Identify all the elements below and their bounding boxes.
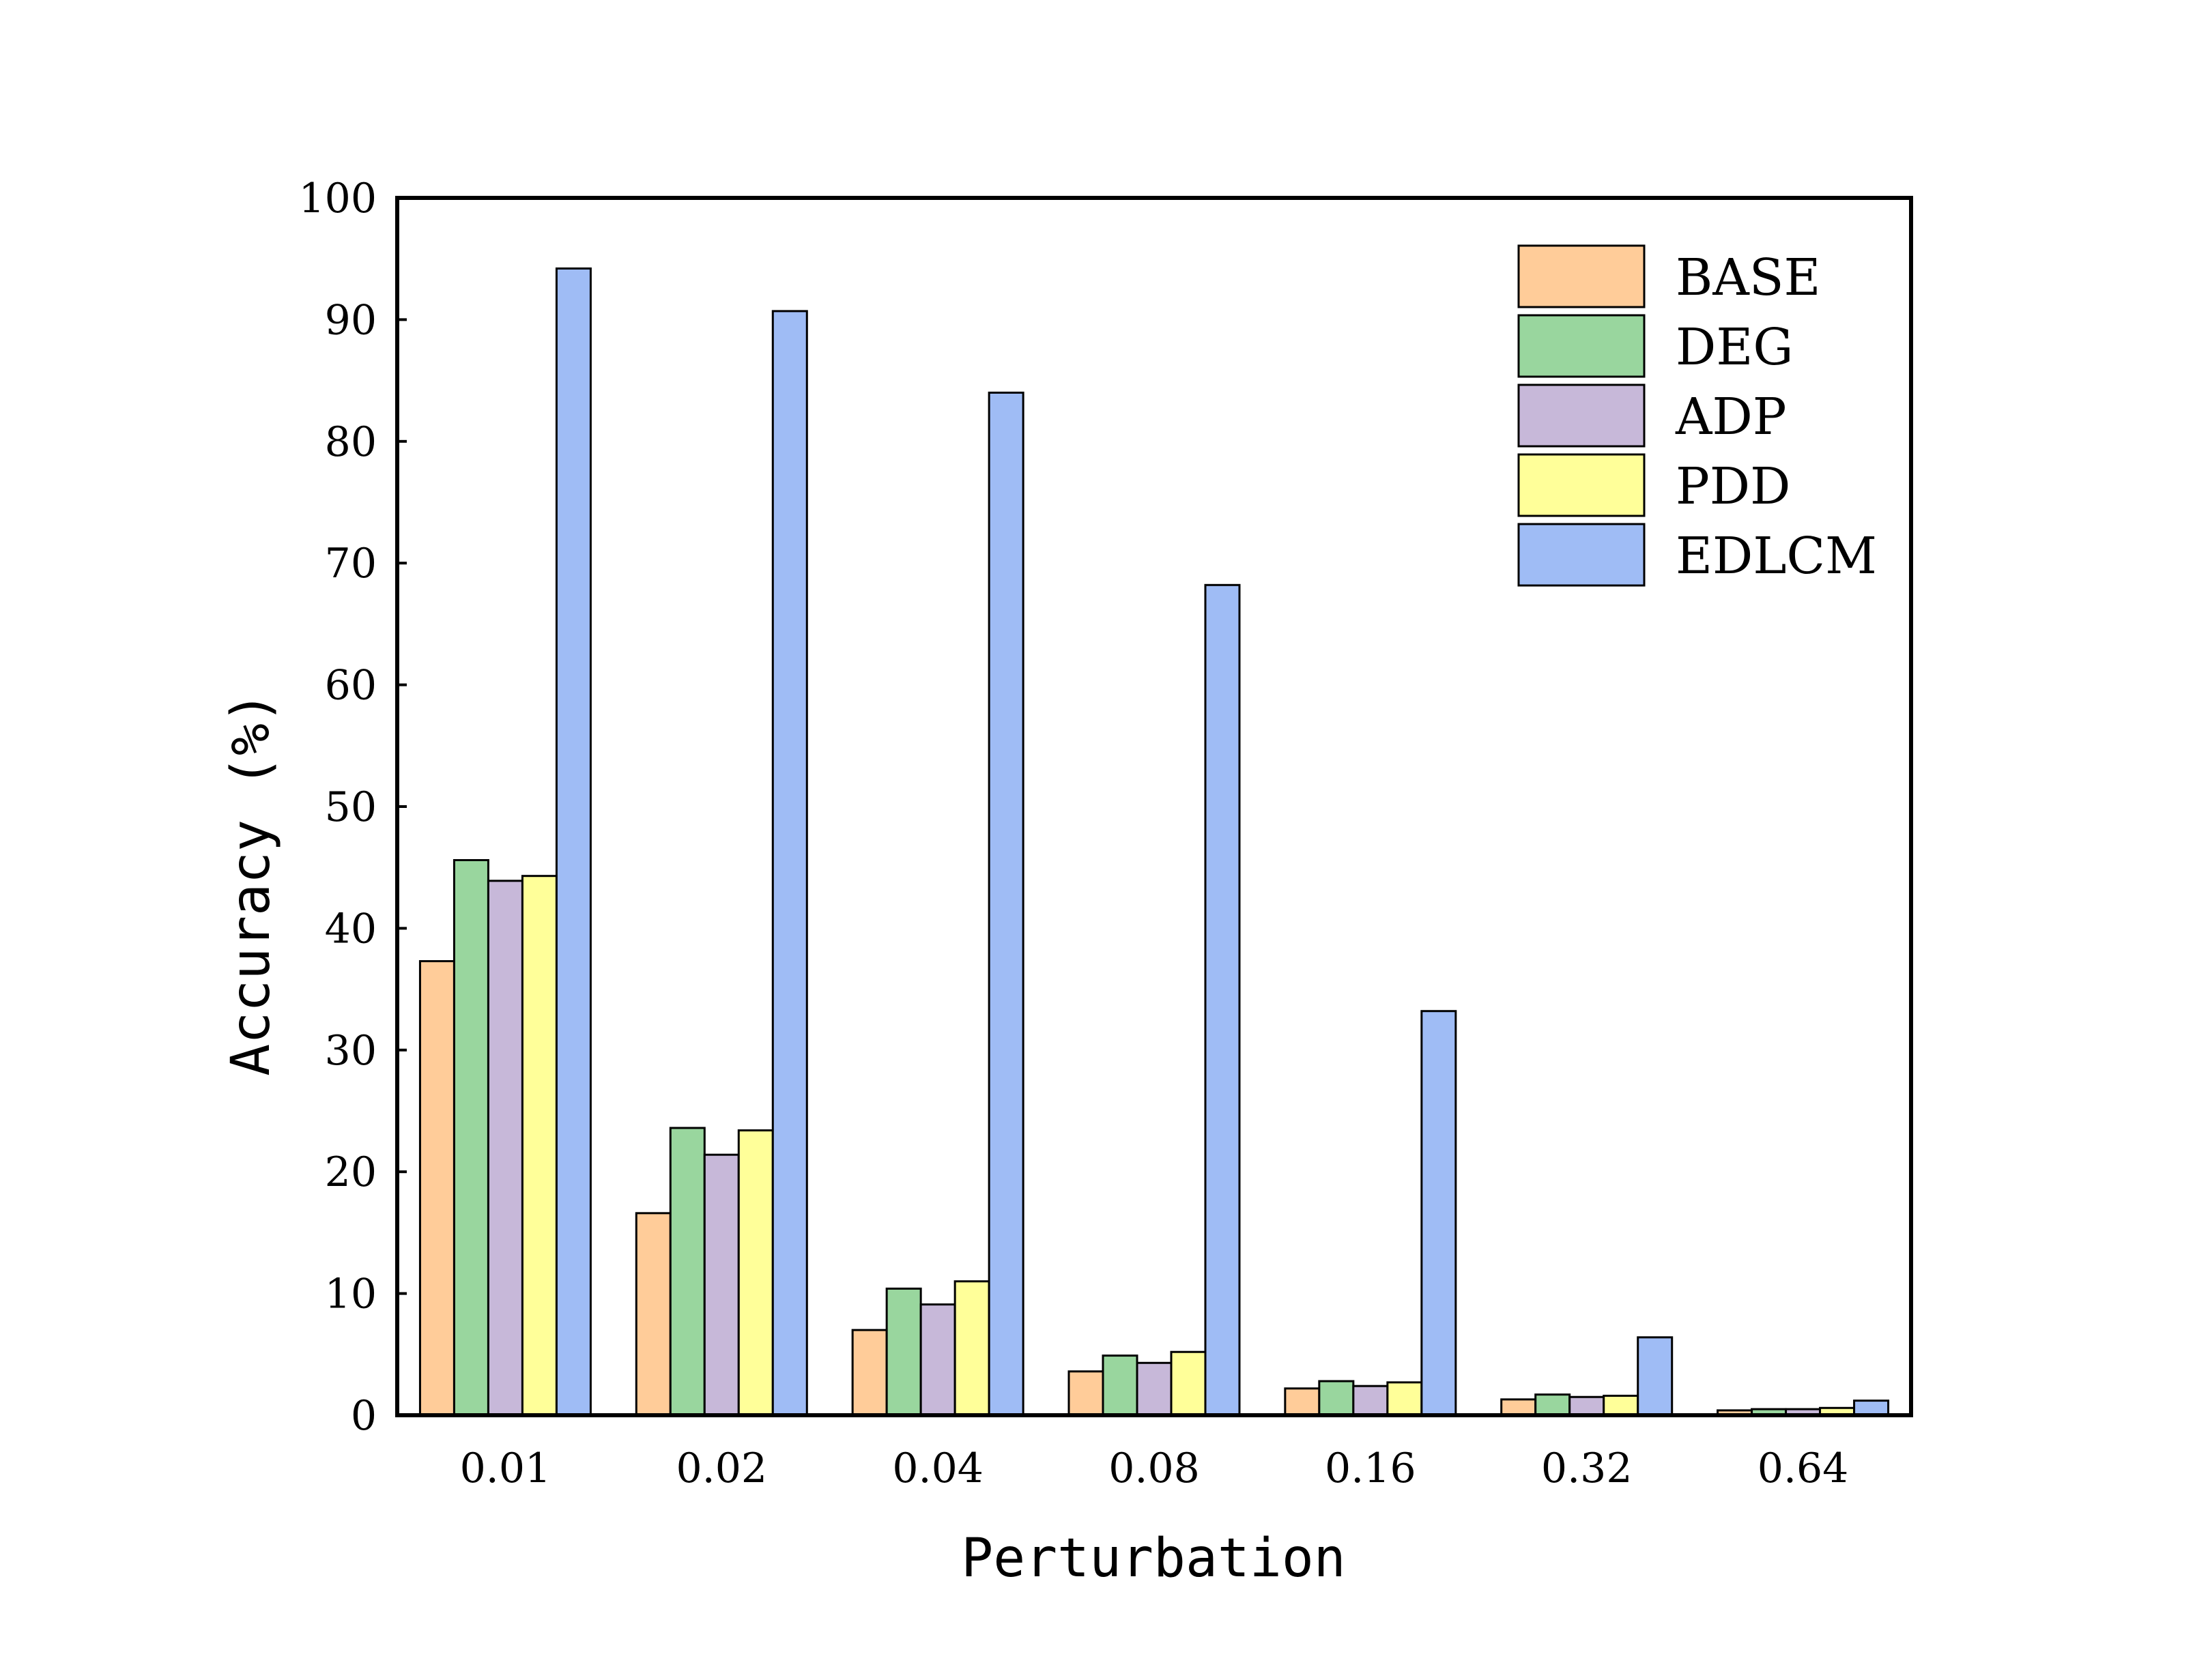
x-tick-label: 0.08	[1108, 1445, 1200, 1492]
y-tick-label: 20	[325, 1148, 377, 1196]
legend-label-pdd: PDD	[1676, 457, 1790, 516]
bar-adp-0.16	[1352, 1385, 1389, 1417]
bar-deg-0.16	[1318, 1380, 1355, 1417]
bar-adp-0.08	[1136, 1361, 1173, 1417]
y-tick-label: 50	[325, 783, 377, 831]
y-tick-label: 90	[325, 296, 377, 344]
legend-label-edlcm: EDLCM	[1676, 527, 1877, 585]
bar-deg-0.32	[1534, 1393, 1571, 1417]
bar-base-0.32	[1500, 1398, 1537, 1417]
bar-deg-0.02	[669, 1127, 706, 1417]
x-tick-label: 0.64	[1758, 1445, 1849, 1492]
bar-base-0.16	[1284, 1387, 1321, 1417]
bar-pdd-0.32	[1603, 1394, 1639, 1417]
bar-pdd-0.02	[737, 1129, 774, 1417]
bar-edlcm-0.16	[1420, 1010, 1457, 1417]
y-axis: 0 10 20 30 40 50 60 70 80 90 100	[298, 175, 407, 1440]
bar-edlcm-0.04	[988, 391, 1024, 1417]
bar-base-0.04	[851, 1329, 888, 1417]
bar-base-0.08	[1067, 1370, 1104, 1417]
bar-adp-0.01	[487, 880, 523, 1417]
bar-edlcm-0.02	[771, 310, 808, 1417]
y-tick-label: 40	[325, 905, 377, 953]
bar-edlcm-0.01	[555, 267, 592, 1417]
bar-deg-0.04	[885, 1287, 922, 1417]
bar-pdd-0.04	[953, 1280, 990, 1417]
y-axis-title: Accuracy (%)	[220, 691, 282, 1076]
bars-group	[418, 267, 1890, 1417]
bar-edlcm-0.08	[1204, 583, 1241, 1417]
y-tick-label: 10	[325, 1271, 377, 1318]
plot-frame	[395, 196, 1913, 1417]
bar-pdd-0.08	[1170, 1350, 1207, 1417]
legend-label-adp: ADP	[1675, 388, 1787, 446]
y-tick-label: 0	[351, 1392, 377, 1440]
y-tick-label: 80	[325, 418, 377, 466]
bar-adp-0.32	[1568, 1395, 1605, 1417]
x-tick-label: 0.32	[1541, 1445, 1633, 1492]
bar-edlcm-0.64	[1853, 1400, 1890, 1417]
bar-pdd-0.16	[1386, 1381, 1423, 1417]
bar-edlcm-0.32	[1637, 1336, 1674, 1417]
bar-base-0.01	[418, 960, 455, 1417]
y-tick-label: 30	[325, 1027, 377, 1075]
legend-label-deg: DEG	[1676, 318, 1793, 377]
legend-swatch-edlcm	[1517, 523, 1646, 587]
legend-label-base: BASE	[1676, 248, 1821, 307]
x-axis-title: Perturbation	[961, 1528, 1346, 1589]
bar-pdd-0.01	[521, 875, 558, 1417]
x-tick-label: 0.16	[1325, 1445, 1416, 1492]
x-tick-label: 0.02	[676, 1445, 767, 1492]
x-tick-label: 0.04	[892, 1445, 984, 1492]
legend-swatch-pdd	[1517, 453, 1646, 517]
y-tick-label: 60	[325, 662, 377, 710]
y-tick-label: 100	[298, 175, 377, 222]
x-tick-label: 0.01	[460, 1445, 551, 1492]
legend: BASE DEG ADP PDD EDLCM	[1517, 244, 1877, 587]
legend-swatch-adp	[1517, 383, 1646, 448]
y-tick-label: 70	[325, 540, 377, 588]
bar-deg-0.01	[453, 858, 489, 1417]
legend-swatch-base	[1517, 244, 1646, 308]
bar-base-0.02	[635, 1212, 672, 1417]
x-axis: 0.01 0.02 0.04 0.08 0.16 0.32 0.64	[460, 1445, 1849, 1492]
bar-adp-0.02	[703, 1153, 740, 1417]
legend-swatch-deg	[1517, 314, 1646, 378]
bar-adp-0.04	[919, 1303, 956, 1417]
bar-deg-0.08	[1102, 1355, 1138, 1417]
